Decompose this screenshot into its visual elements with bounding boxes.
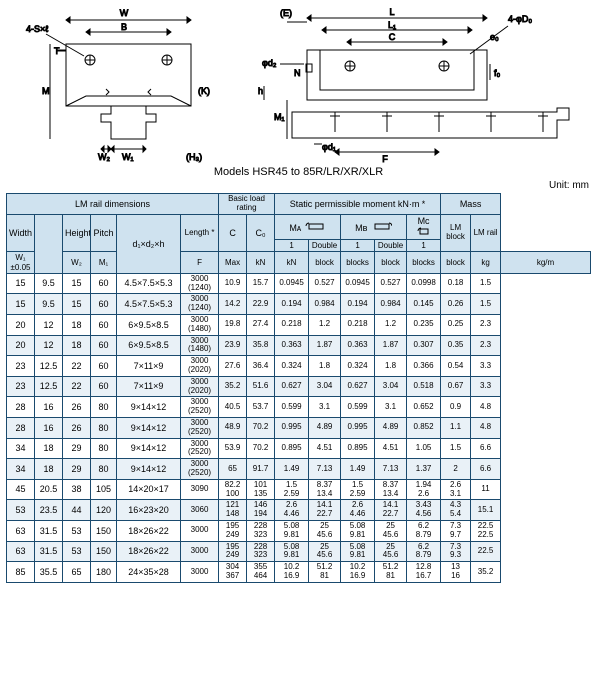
schematic-left: W B 4-S×ℓ T M: [6, 4, 226, 164]
hdr-c: C: [219, 214, 247, 252]
label-h: h: [258, 86, 263, 96]
table-row: 341829809×14×123000(2520)53.970.20.8954.…: [7, 438, 591, 459]
unit-label: Unit: mm: [6, 180, 589, 191]
hdr-mc: Mᴄ: [407, 214, 441, 240]
table-row: 281626809×14×123000(2520)48.970.20.9954.…: [7, 418, 591, 439]
hdr-blk-c: block: [441, 252, 471, 273]
hdr-height: Height: [63, 214, 91, 252]
hdr-b2a: Double: [309, 240, 341, 252]
spec-table: LM rail dimensions Basic load rating Sta…: [6, 193, 591, 583]
hdr-kn2: kN: [275, 252, 309, 273]
ma-icon: [304, 221, 326, 231]
schematic-right: (E) L L₁ C 4-φD₀ e₀: [232, 4, 577, 164]
label-m1: M₁: [274, 112, 285, 122]
label-e: (E): [280, 8, 292, 18]
page-wrap: W B 4-S×ℓ T M: [0, 0, 597, 587]
table-row: 6331.55315018×26×2230001952492283235.089…: [7, 520, 591, 541]
label-l: L: [389, 7, 394, 17]
hdr-ma: Mᴀ: [275, 214, 341, 240]
hdr-max: Max: [219, 252, 247, 273]
label-4d0: 4-φD₀: [508, 14, 532, 24]
hdr-length: Length *: [181, 214, 219, 252]
table-row: 201218606×9.5×8.53000(1480)19.827.40.218…: [7, 315, 591, 336]
label-b: B: [121, 22, 127, 32]
label-m: M: [42, 86, 50, 96]
label-phid1: φd₁: [322, 142, 336, 152]
table-row: 281626809×14×123000(2520)40.553.70.5993.…: [7, 397, 591, 418]
hdr-pitch: Pitch: [91, 214, 117, 252]
hdr-rail: LM rail dimensions: [7, 194, 219, 215]
hdr-blk-a2: blocks: [341, 252, 375, 273]
label-f: F: [382, 154, 388, 164]
hdr-mb: Mʙ: [341, 214, 407, 240]
hdr-blk-b2: blocks: [407, 252, 441, 273]
table-row: 159.515604.5×7.5×5.33000(1240)14.222.90.…: [7, 294, 591, 315]
label-h3: (H₃): [186, 152, 202, 162]
label-f0: f₀: [494, 68, 501, 78]
hdr-b1a: 1: [275, 240, 309, 252]
label-n: N: [294, 68, 301, 78]
hdr-kn1: kN: [247, 252, 275, 273]
hdr-d: d₁×d₂×h: [117, 214, 181, 273]
table-row: 341829809×14×123000(2520)6591.71.497.131…: [7, 459, 591, 480]
hdr-lmblock: LM block: [441, 214, 471, 252]
table-row: 2312.522607×11×93000(2020)35.251.60.6273…: [7, 376, 591, 397]
hdr-w1: W₁±0.05: [7, 252, 35, 273]
table-row: 159.515604.5×7.5×5.33000(1240)10.915.70.…: [7, 273, 591, 294]
table-row: 2312.522607×11×93000(2020)27.636.40.3241…: [7, 356, 591, 377]
hdr-blk-a1: block: [309, 252, 341, 273]
hdr-kgm: kg/m: [501, 252, 591, 273]
label-k: (K): [198, 86, 210, 96]
label-phid2: φd₂: [262, 58, 277, 68]
label-w2: W₂: [98, 152, 110, 162]
hdr-f: F: [181, 252, 219, 273]
models-caption: Models HSR45 to 85R/LR/XR/XLR: [6, 166, 591, 178]
table-row: 8535.56518024×35×28300030436735546410.21…: [7, 562, 591, 583]
hdr-kg: kg: [471, 252, 501, 273]
hdr-basic: Basic load rating: [219, 194, 275, 215]
label-4sl: 4-S×ℓ: [26, 24, 49, 34]
hdr-w2: W₂: [63, 252, 91, 273]
hdr-static: Static permissible moment kN·m *: [275, 194, 441, 215]
table-body: 159.515604.5×7.5×5.33000(1240)10.915.70.…: [7, 273, 591, 582]
table-row: 201218606×9.5×8.53000(1480)23.935.80.363…: [7, 335, 591, 356]
hdr-mass: Mass: [441, 194, 501, 215]
label-c: C: [389, 32, 396, 42]
hdr-m1: M₁: [91, 252, 117, 273]
table-row: 4520.53810514×20×17309082.21001011351.52…: [7, 479, 591, 500]
table-row: 6331.55315018×26×2230001952492283235.089…: [7, 541, 591, 562]
mc-icon: [416, 226, 432, 236]
schematic-area: W B 4-S×ℓ T M: [6, 4, 591, 164]
hdr-b1c: 1: [407, 240, 441, 252]
hdr-b2b: Double: [375, 240, 407, 252]
hdr-width: Width: [7, 214, 35, 252]
label-l1: L₁: [388, 20, 396, 30]
label-w: W: [120, 8, 129, 18]
table-row: 5323.54412016×23×2030601211481461942.64.…: [7, 500, 591, 521]
hdr-blk-b1: block: [375, 252, 407, 273]
label-w1: W₁: [122, 152, 134, 162]
mb-icon: [370, 221, 392, 231]
hdr-lmrail: LM rail: [471, 214, 501, 252]
hdr-b1b: 1: [341, 240, 375, 252]
hdr-c0: C₀: [247, 214, 275, 252]
label-e0: e₀: [490, 32, 499, 42]
